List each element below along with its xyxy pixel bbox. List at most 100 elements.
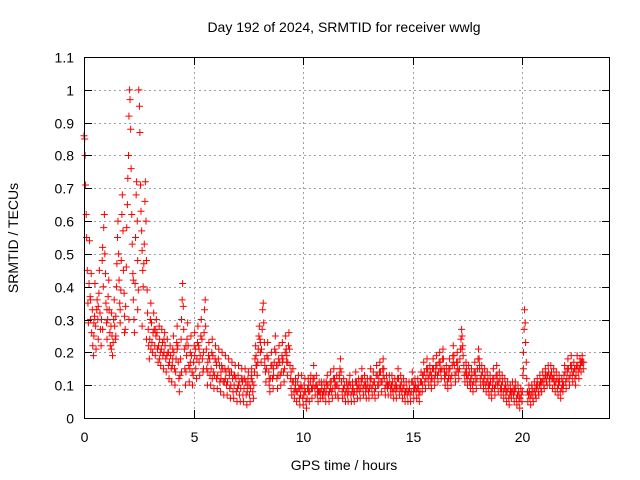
data-point xyxy=(142,217,150,225)
data-point xyxy=(240,384,248,392)
data-point xyxy=(248,371,256,379)
data-point xyxy=(436,348,444,356)
data-point xyxy=(152,316,160,324)
data-point xyxy=(94,335,102,343)
data-point xyxy=(141,178,149,186)
data-point xyxy=(275,342,283,350)
data-point xyxy=(228,358,236,366)
data-point xyxy=(128,211,136,219)
data-point xyxy=(445,371,453,379)
data-point xyxy=(528,384,536,392)
data-point xyxy=(434,378,442,386)
data-point xyxy=(252,352,260,360)
data-point xyxy=(172,368,180,376)
chart-title: Day 192 of 2024, SRMTID for receiver wwl… xyxy=(207,19,480,35)
data-point xyxy=(134,256,142,264)
data-point xyxy=(265,381,273,389)
data-point xyxy=(313,384,321,392)
data-point xyxy=(116,319,124,327)
data-point xyxy=(308,394,316,402)
data-point xyxy=(405,384,413,392)
data-point xyxy=(99,243,107,251)
data-point xyxy=(95,266,103,274)
data-point xyxy=(121,325,129,333)
data-point xyxy=(186,358,194,366)
y-tick-label: 0.7 xyxy=(55,181,75,197)
data-point xyxy=(264,355,272,363)
data-point xyxy=(444,384,452,392)
data-point xyxy=(185,378,193,386)
data-point xyxy=(217,388,225,396)
data-point xyxy=(250,381,258,389)
data-point xyxy=(535,391,543,399)
y-tick-label: 0.8 xyxy=(55,148,75,164)
data-point xyxy=(431,381,439,389)
data-point xyxy=(95,289,103,297)
data-point xyxy=(462,371,470,379)
y-tick-label: 0.2 xyxy=(55,345,75,361)
data-point xyxy=(289,365,297,373)
data-point xyxy=(455,375,463,383)
data-point xyxy=(449,358,457,366)
data-point xyxy=(327,368,335,376)
data-point xyxy=(501,375,509,383)
data-point xyxy=(344,381,352,389)
data-point xyxy=(322,378,330,386)
data-point xyxy=(169,355,177,363)
data-point xyxy=(491,391,499,399)
data-point xyxy=(446,355,454,363)
data-point xyxy=(245,391,253,399)
data-point xyxy=(120,289,128,297)
data-point xyxy=(323,371,331,379)
data-point xyxy=(518,398,526,406)
data-point xyxy=(465,361,473,369)
data-point xyxy=(100,224,108,232)
data-point xyxy=(367,375,375,383)
data-point xyxy=(126,96,134,104)
data-point xyxy=(131,279,139,287)
data-point xyxy=(380,365,388,373)
data-point xyxy=(137,181,145,189)
data-point xyxy=(224,365,232,373)
data-point xyxy=(98,256,106,264)
data-point xyxy=(522,358,530,366)
data-point xyxy=(148,319,156,327)
data-point xyxy=(215,345,223,353)
data-point xyxy=(91,279,99,287)
data-point xyxy=(562,384,570,392)
data-point xyxy=(256,339,264,347)
data-point xyxy=(255,332,263,340)
data-point xyxy=(175,388,183,396)
data-point xyxy=(184,319,192,327)
data-point xyxy=(427,371,435,379)
data-point xyxy=(537,378,545,386)
data-point xyxy=(511,384,519,392)
data-point xyxy=(271,345,279,353)
data-point xyxy=(300,388,308,396)
data-point xyxy=(85,279,93,287)
data-point xyxy=(178,296,186,304)
data-point xyxy=(155,342,163,350)
data-point xyxy=(421,378,429,386)
data-point xyxy=(90,319,98,327)
data-point xyxy=(299,401,307,409)
data-point xyxy=(125,316,133,324)
data-point xyxy=(92,345,100,353)
data-point xyxy=(436,365,444,373)
data-point xyxy=(514,381,522,389)
data-point xyxy=(214,355,222,363)
y-tick-label: 0.1 xyxy=(55,378,75,394)
data-point xyxy=(505,401,513,409)
data-point xyxy=(186,348,194,356)
data-point xyxy=(348,384,356,392)
data-point xyxy=(489,381,497,389)
data-point xyxy=(208,348,216,356)
data-point xyxy=(194,339,202,347)
y-axis-tick-labels: 0 0.1 0.2 0.3 0.4 0.5 0.6 0.7 0.8 0.9 1 1.1 xyxy=(55,50,75,427)
data-point xyxy=(472,384,480,392)
data-points xyxy=(80,86,588,412)
data-point xyxy=(327,384,335,392)
data-point xyxy=(217,368,225,376)
data-point xyxy=(164,348,172,356)
axis-ticks xyxy=(84,57,610,419)
